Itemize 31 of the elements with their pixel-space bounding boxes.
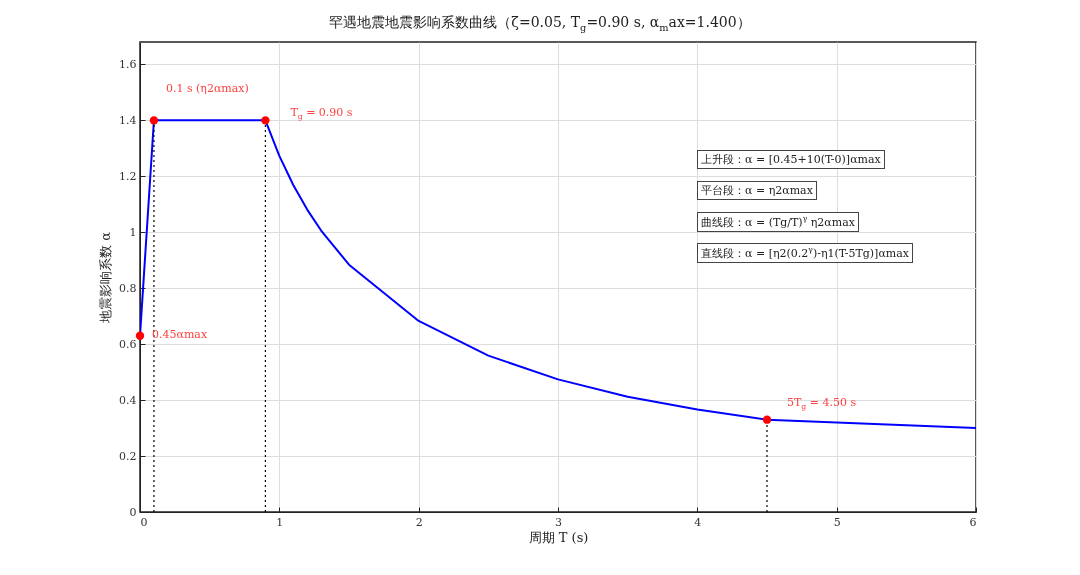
annotation: 5T$_{g}$ = 4.50 s <box>787 395 857 411</box>
y-tick-label: 0.6 <box>119 337 137 351</box>
x-tick-label: 3 <box>555 515 562 529</box>
x-tick-label: 4 <box>694 515 702 529</box>
y-tick-label: 1.6 <box>119 57 137 71</box>
annotation: 上升段：α = [0.45+10(T-0)]αmax <box>697 150 885 169</box>
point <box>762 415 772 424</box>
x-axis-title: 周期 T (s) <box>528 529 589 545</box>
y-tick-label: 0.4 <box>119 393 137 407</box>
annotation: 0.1 s (η2αmax) <box>165 82 249 96</box>
annotation: 0.45αmax <box>152 327 208 341</box>
annotation: T$_{g}$ = 0.90 s <box>290 106 353 122</box>
x-tick-label: 5 <box>833 515 841 529</box>
y-tick-label: 0 <box>129 505 137 519</box>
point <box>135 331 145 340</box>
annotation: 曲线段：α = (Tg/T)$^{γ}$ η2αmax <box>697 212 859 232</box>
x-tick-label: 6 <box>969 515 977 529</box>
y-tick-label: 1 <box>129 225 137 239</box>
x-tick-label: 2 <box>415 515 423 529</box>
x-tick-label: 0 <box>140 515 148 529</box>
chart-title: 罕遇地震地震影响系数曲线（ζ=0.05, T$_{g}$=0.90 s, α$_{m}$ax=1.400） <box>328 14 752 33</box>
annotation: 直线段：α = [η2(0.2$^{γ}$)-η1(T-5Tg)]αmax <box>697 243 914 263</box>
y-tick-label: 0.2 <box>119 449 137 463</box>
x-tick-label: 1 <box>276 515 284 529</box>
y-tick-label: 1.4 <box>119 113 137 127</box>
y-tick-label: 1.2 <box>119 169 137 183</box>
point <box>261 116 270 125</box>
point <box>149 116 159 125</box>
y-tick-label: 0.8 <box>119 281 137 295</box>
annotation: 平台段：α = η2αmax <box>697 181 817 200</box>
y-axis-title: 地震影响系数 α <box>98 231 114 324</box>
